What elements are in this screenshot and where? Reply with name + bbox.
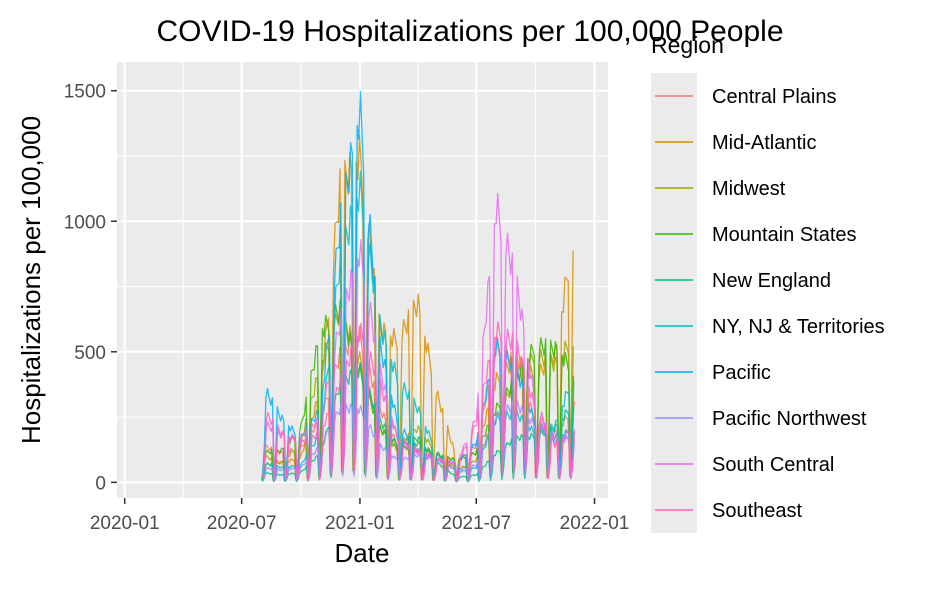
legend-label: South Central [712,454,834,476]
y-tick-label: 500 [74,343,106,364]
x-tick-label: 2020-01 [90,513,160,534]
x-axis-title: Date [335,538,390,568]
series-line [261,170,575,483]
series-line [262,321,576,482]
y-tick-label: 0 [95,473,106,494]
legend-label: Mid-Atlantic [712,132,816,154]
legend-label: New England [712,270,831,292]
legend-label: Midwest [712,178,786,200]
chart-title: COVID-19 Hospitalizations per 100,000 Pe… [156,15,783,48]
legend-label: NY, NJ & Territories [712,316,885,338]
x-tick-label: 2021-07 [441,513,511,534]
legend-label: Central Plains [712,86,837,108]
y-tick-label: 1000 [64,212,106,233]
legend-items: Central Plains Mid-Atlantic Midwest Mountai… [651,73,885,533]
legend: Region Central Plains Mid-Atlantic Midwest… [651,32,885,533]
legend-title: Region [651,32,724,58]
series-line [261,135,574,482]
series-line [262,399,575,482]
x-tick-label: 2021-01 [325,513,395,534]
y-tick-label: 1500 [64,82,106,103]
legend-label: Pacific [712,362,771,384]
major-gridlines [117,62,608,498]
y-axis-title: Hospitalizations per 100,000 [16,116,46,444]
legend-label: Pacific Northwest [712,408,867,430]
legend-label: Mountain States [712,224,857,246]
legend-label: Southeast [712,500,803,522]
series-layer [260,91,576,483]
y-axis: 0 500 1000 1500 [64,82,117,494]
x-tick-label: 2020-07 [207,513,277,534]
series-line [262,192,575,482]
series-line [261,362,575,483]
x-tick-label: 2022-01 [560,513,630,534]
x-axis: 2020-01 2020-07 2021-01 2021-07 2022-01 [90,498,630,534]
